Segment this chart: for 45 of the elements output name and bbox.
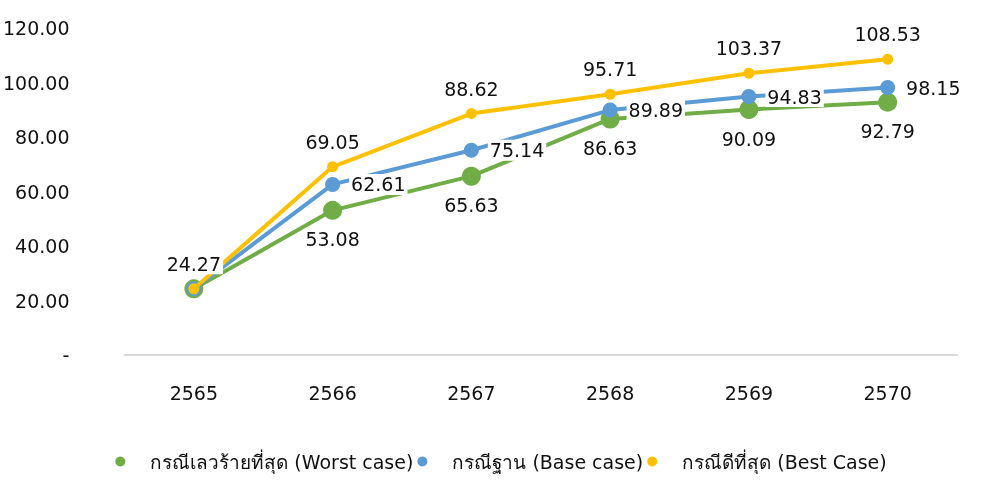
point — [602, 102, 618, 118]
point — [461, 166, 481, 186]
data-label: 98.15 — [906, 76, 961, 99]
y-tick-label: 60.00 — [15, 180, 70, 203]
y-tick-label: 20.00 — [15, 289, 70, 312]
data-label: 89.89 — [628, 99, 684, 122]
point — [882, 53, 894, 65]
data-label: 92.79 — [860, 120, 915, 143]
data-label: 62.61 — [351, 173, 406, 196]
data-label: 86.63 — [582, 136, 638, 159]
x-tick-label: 2567 — [447, 381, 496, 404]
point — [880, 80, 896, 96]
data-label: 94.83 — [767, 85, 822, 108]
x-tick-label: 2565 — [169, 381, 219, 404]
y-tick-label: - — [62, 344, 70, 366]
point — [878, 92, 898, 112]
x-tick-label: 2570 — [863, 381, 912, 404]
data-label: 65.63 — [444, 194, 499, 217]
data-label: 88.62 — [444, 77, 499, 100]
data-label: 69.05 — [305, 130, 360, 153]
x-tick-label: 2568 — [585, 381, 635, 404]
y-tick-label: 120.00 — [3, 17, 70, 39]
point — [325, 176, 341, 192]
x-tick-label: 2566 — [308, 381, 357, 404]
legend-label: กรณีดีที่สุด (Best Case) — [682, 448, 887, 475]
x-tick-label: 2569 — [724, 381, 774, 404]
data-label: 90.09 — [721, 127, 777, 150]
point — [463, 142, 479, 158]
point — [327, 161, 339, 173]
data-label: 103.37 — [715, 37, 783, 60]
y-tick-label: 100.00 — [3, 71, 70, 94]
legend-label: กรณีฐาน (Base case) — [452, 450, 644, 474]
data-label: 53.08 — [305, 228, 360, 251]
legend-label: กรณีเลวร้ายที่สุด (Worst case) — [150, 448, 414, 475]
data-label: 95.71 — [582, 58, 638, 81]
point — [323, 200, 343, 220]
data-label: 108.53 — [854, 23, 921, 46]
y-tick-label: 80.00 — [15, 126, 70, 148]
point — [465, 108, 477, 120]
data-label: 24.27 — [166, 252, 222, 275]
y-tick-label: 40.00 — [15, 235, 70, 257]
point — [604, 88, 616, 100]
point — [741, 89, 757, 105]
data-label: 75.14 — [489, 139, 545, 162]
point — [743, 67, 755, 79]
